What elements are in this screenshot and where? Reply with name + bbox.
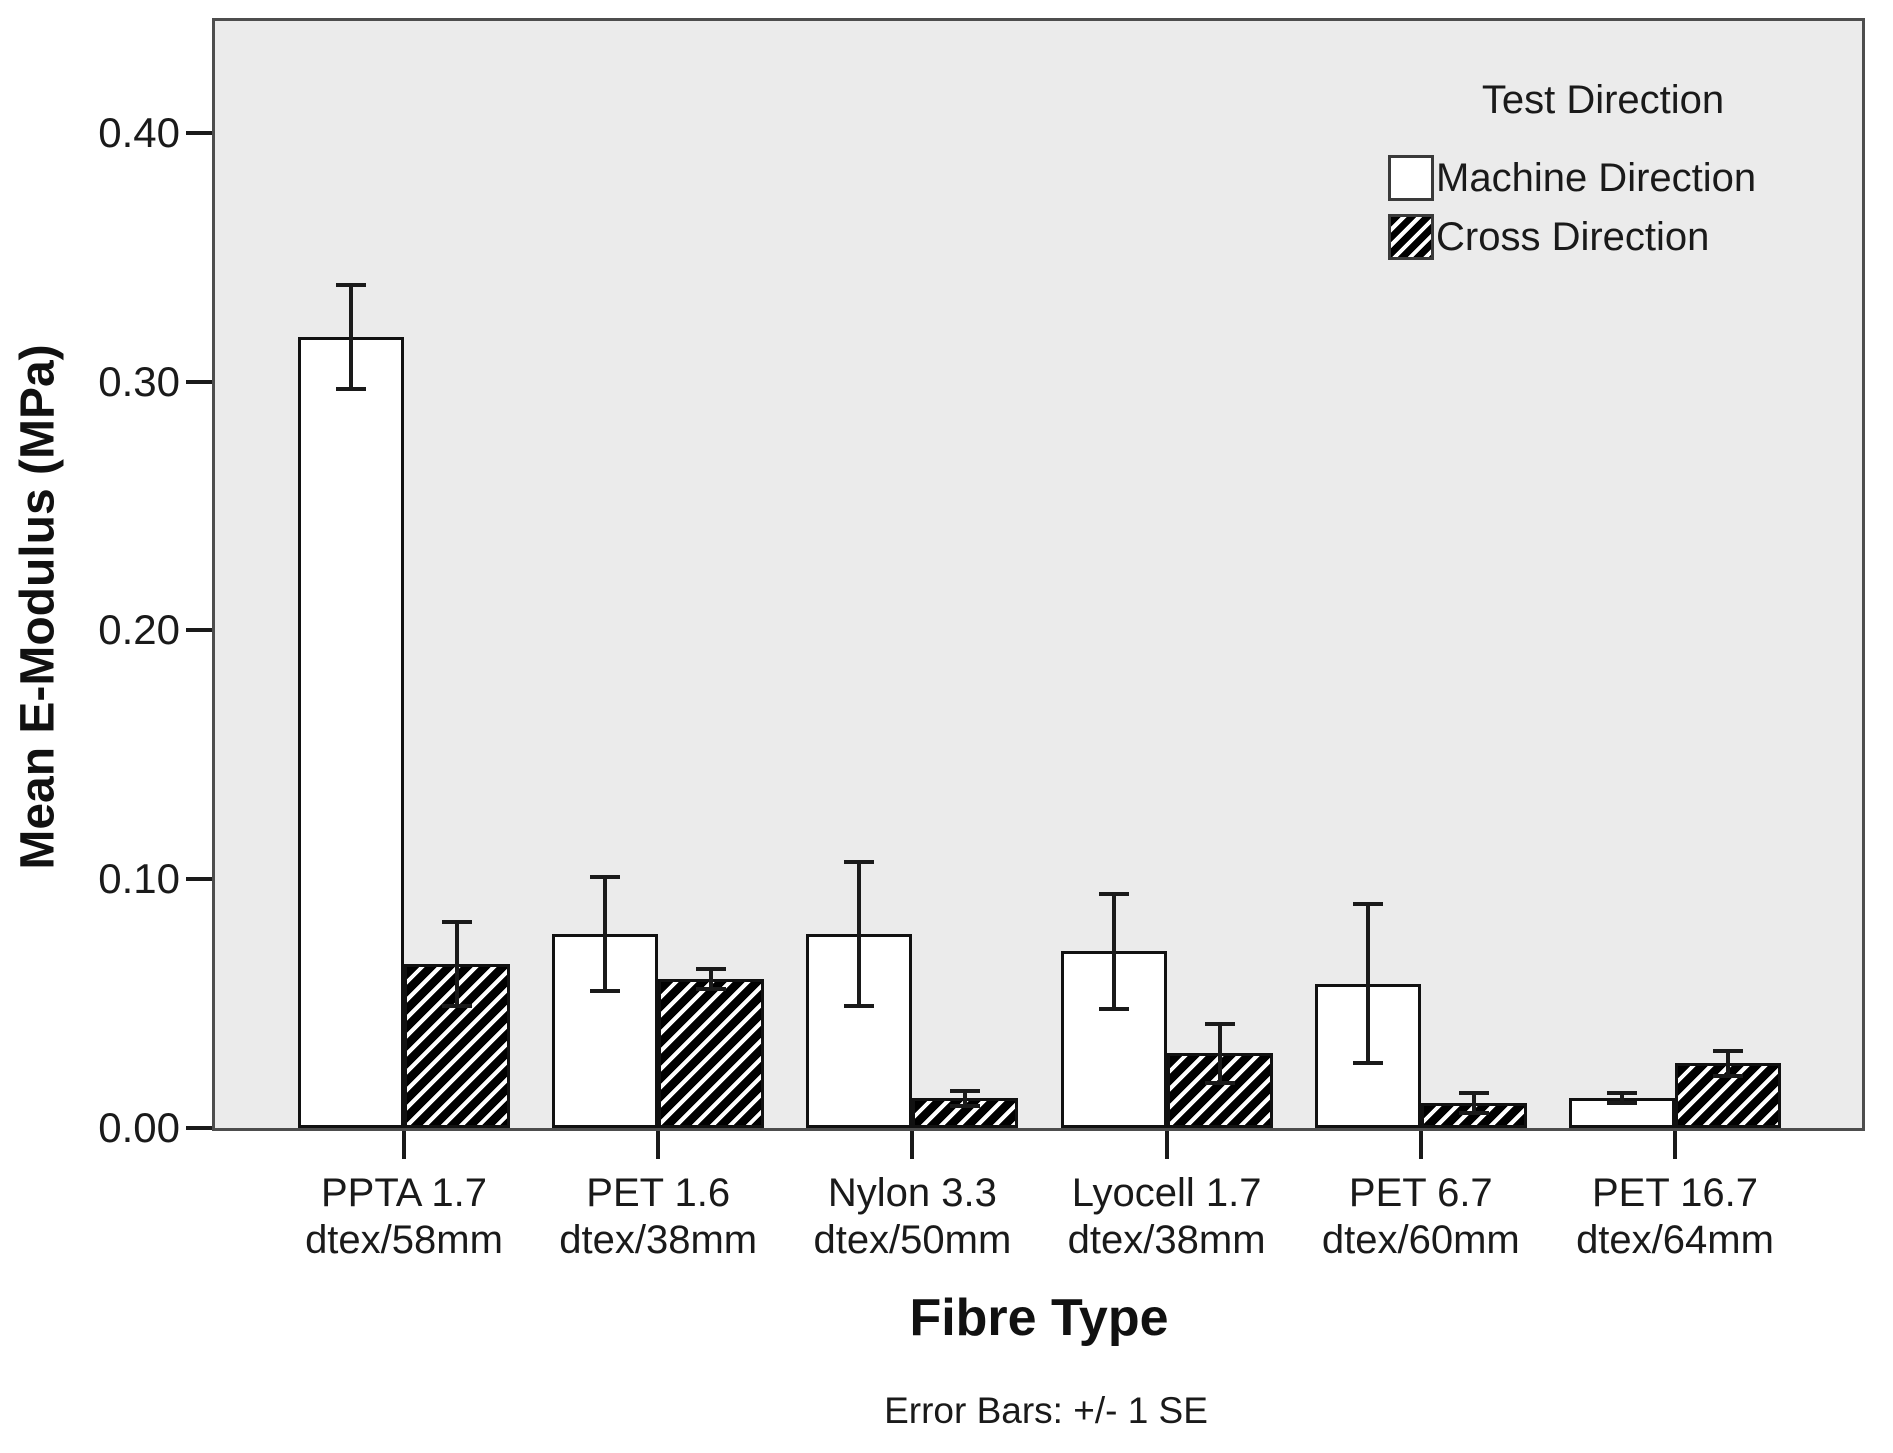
category-label-line1: PPTA 1.7 [320, 1171, 487, 1215]
error-bar-line [963, 1090, 968, 1106]
x-tick-mark [656, 1128, 661, 1159]
x-tick-mark [1673, 1128, 1677, 1159]
y-tick-mark [186, 1126, 215, 1130]
error-bar-line [349, 284, 353, 390]
error-bar-cap-bottom [950, 1103, 981, 1108]
error-bar-line [1471, 1093, 1476, 1114]
category-label-line2: dtex/60mm [1321, 1218, 1520, 1262]
error-bar-cap-top [1352, 902, 1383, 907]
category-label-line2: dtex/50mm [813, 1218, 1012, 1262]
x-tick-mark [1164, 1128, 1169, 1159]
error-bar-line [1217, 1023, 1222, 1084]
y-tick-label: 0.30 [98, 357, 180, 405]
y-tick-mark [186, 379, 215, 384]
x-axis-title: Fibre Type [909, 1289, 1169, 1347]
error-bar-line [1620, 1093, 1624, 1104]
error-bar-cap-bottom [1458, 1111, 1489, 1116]
x-tick-mark [402, 1128, 406, 1159]
error-bar-cap-bottom [442, 1004, 472, 1009]
error-bar-line [857, 861, 862, 1007]
error-bar-cap-bottom [1607, 1101, 1637, 1106]
category-label-line1: PET 16.7 [1591, 1171, 1759, 1215]
y-tick-mark [186, 130, 215, 135]
cross-direction-swatch [1388, 214, 1434, 260]
category-label: PET 6.7 dtex/60mm [1286, 1170, 1556, 1264]
error-bar-cap-bottom [1098, 1006, 1129, 1011]
plot-background [215, 21, 1862, 1128]
x-tick-mark [910, 1128, 915, 1159]
machine-direction-swatch [1388, 155, 1434, 201]
y-tick-mark [186, 877, 215, 882]
legend-item: Cross Direction [1388, 213, 1756, 261]
legend-item: Machine Direction [1388, 154, 1756, 202]
legend-items: Machine Direction Cross Direction [1388, 154, 1756, 272]
category-label-line2: dtex/58mm [305, 1218, 503, 1262]
error-bar-cap-top [1098, 892, 1129, 897]
y-tick-mark [186, 628, 215, 633]
error-bar-cap-top [336, 282, 366, 287]
error-bar-cap-top [1204, 1021, 1235, 1026]
y-tick-label: 0.10 [98, 855, 180, 903]
legend-item-label: Cross Direction [1436, 215, 1710, 259]
error-bar-cap-bottom [1204, 1081, 1235, 1086]
error-bar-cap-top [950, 1088, 981, 1093]
error-bars-footnote: Error Bars: +/- 1 SE [884, 1390, 1208, 1431]
error-bar-line [1111, 894, 1116, 1009]
error-bar-cap-top [844, 859, 875, 864]
y-tick-label: 0.20 [98, 606, 180, 654]
error-bar-cap-top [1607, 1091, 1637, 1096]
x-axis: PPTA 1.7 dtex/58mm PET 1.6 dtex/38mm Nylon 3… [215, 21, 1862, 1262]
category-label-line1: PET 6.7 [1348, 1171, 1493, 1215]
legend-title: Test Direction [1481, 78, 1725, 122]
plot-area [215, 21, 1862, 1128]
category-label-line1: PET 1.6 [586, 1171, 731, 1215]
category-label: Nylon 3.3 dtex/50mm [777, 1170, 1047, 1264]
legend-item-label: Machine Direction [1436, 156, 1757, 200]
category-label: Lyocell 1.7 dtex/38mm [1032, 1170, 1302, 1264]
y-tick-label: 0.40 [98, 108, 180, 156]
category-label-line1: Nylon 3.3 [827, 1171, 997, 1215]
category-label-line2: dtex/38mm [559, 1218, 758, 1262]
category-label: PPTA 1.7 dtex/58mm [269, 1170, 539, 1264]
error-bar-cap-top [1458, 1091, 1489, 1096]
error-bar-cap-bottom [844, 1004, 875, 1009]
category-label: PET 1.6 dtex/38mm [523, 1170, 793, 1264]
error-bar-line [603, 876, 608, 992]
error-bar-cap-bottom [696, 986, 727, 991]
category-label-line2: dtex/64mm [1576, 1218, 1774, 1262]
error-bar-cap-top [696, 966, 727, 971]
error-bar-cap-bottom [1352, 1061, 1383, 1066]
error-bar-line [455, 921, 459, 1007]
error-bar-cap-bottom [1713, 1073, 1743, 1078]
category-label-line1: Lyocell 1.7 [1071, 1171, 1262, 1215]
error-bar-line [1726, 1050, 1730, 1076]
x-tick-mark [1418, 1128, 1423, 1159]
error-bar-line [1365, 904, 1370, 1064]
error-bar-cap-top [590, 874, 621, 879]
error-bar-cap-top [1713, 1048, 1743, 1053]
category-label-line2: dtex/38mm [1067, 1218, 1266, 1262]
error-bar-cap-bottom [336, 387, 366, 392]
y-tick-label: 0.00 [98, 1104, 180, 1151]
error-bar-cap-bottom [590, 989, 621, 994]
error-bar-line [709, 968, 714, 989]
category-label: PET 16.7 dtex/64mm [1540, 1170, 1810, 1264]
error-bar-cap-top [442, 919, 472, 924]
y-axis: 0.00 0.10 0.20 0.30 0.40 [98, 21, 1862, 1151]
